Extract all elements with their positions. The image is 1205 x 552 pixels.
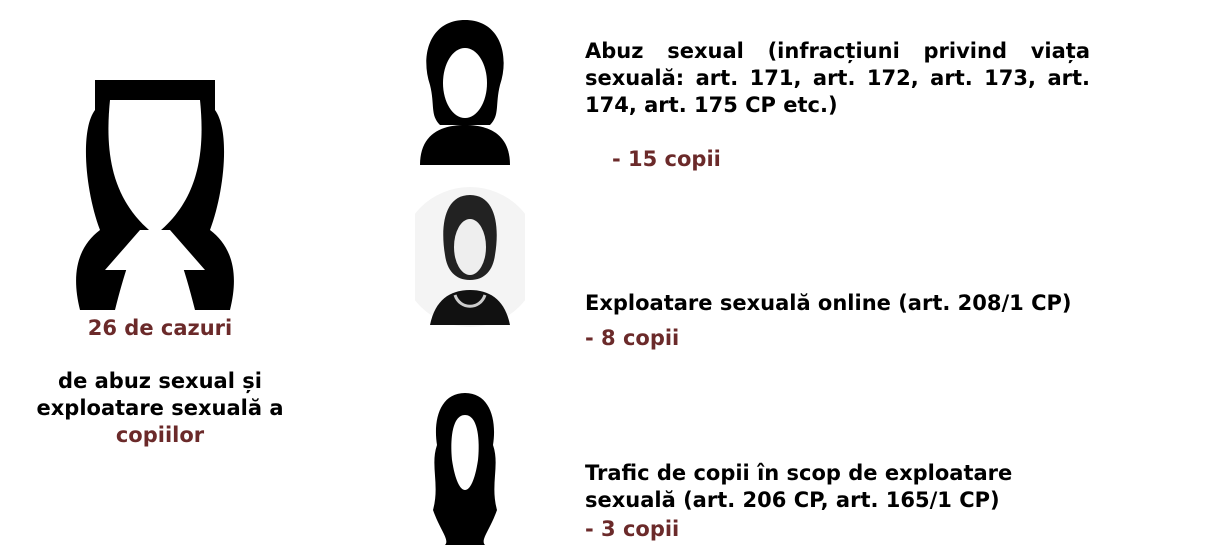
summary-description: de abuz sexual și exploatare sexuală a c… <box>15 368 305 449</box>
item-count: - 15 copii <box>612 146 721 173</box>
summary-highlight: copiilor <box>116 423 204 447</box>
silhouette-large <box>55 70 255 310</box>
summary-text: de abuz sexual și exploatare sexuală a <box>37 369 284 420</box>
silhouette-1 <box>410 15 520 165</box>
item-count: - 3 copii <box>585 516 679 543</box>
silhouette-3 <box>425 390 505 545</box>
page: 26 de cazuri de abuz sexual și exploatar… <box>0 0 1205 552</box>
item-count: - 8 copii <box>585 325 679 352</box>
summary-count: 26 de cazuri <box>0 315 320 342</box>
item-text: Exploatare sexuală online (art. 208/1 CP… <box>585 290 1072 317</box>
item-text: Trafic de copii în scop de exploatare se… <box>585 460 1065 514</box>
item-text: Abuz sexual (infracțiuni privind viața s… <box>585 38 1090 119</box>
silhouette-2 <box>415 185 525 330</box>
